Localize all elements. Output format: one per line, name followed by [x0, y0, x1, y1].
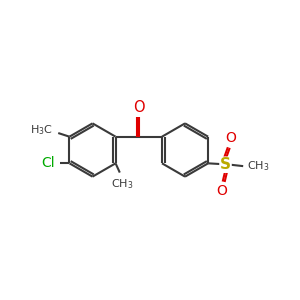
Text: H$_3$C: H$_3$C	[30, 123, 52, 137]
Text: O: O	[133, 100, 145, 115]
Text: Cl: Cl	[41, 156, 55, 170]
Text: O: O	[216, 184, 227, 198]
Text: CH$_3$: CH$_3$	[111, 177, 134, 191]
Text: CH$_3$: CH$_3$	[247, 159, 270, 173]
Text: O: O	[225, 131, 236, 145]
Text: S: S	[220, 157, 231, 172]
